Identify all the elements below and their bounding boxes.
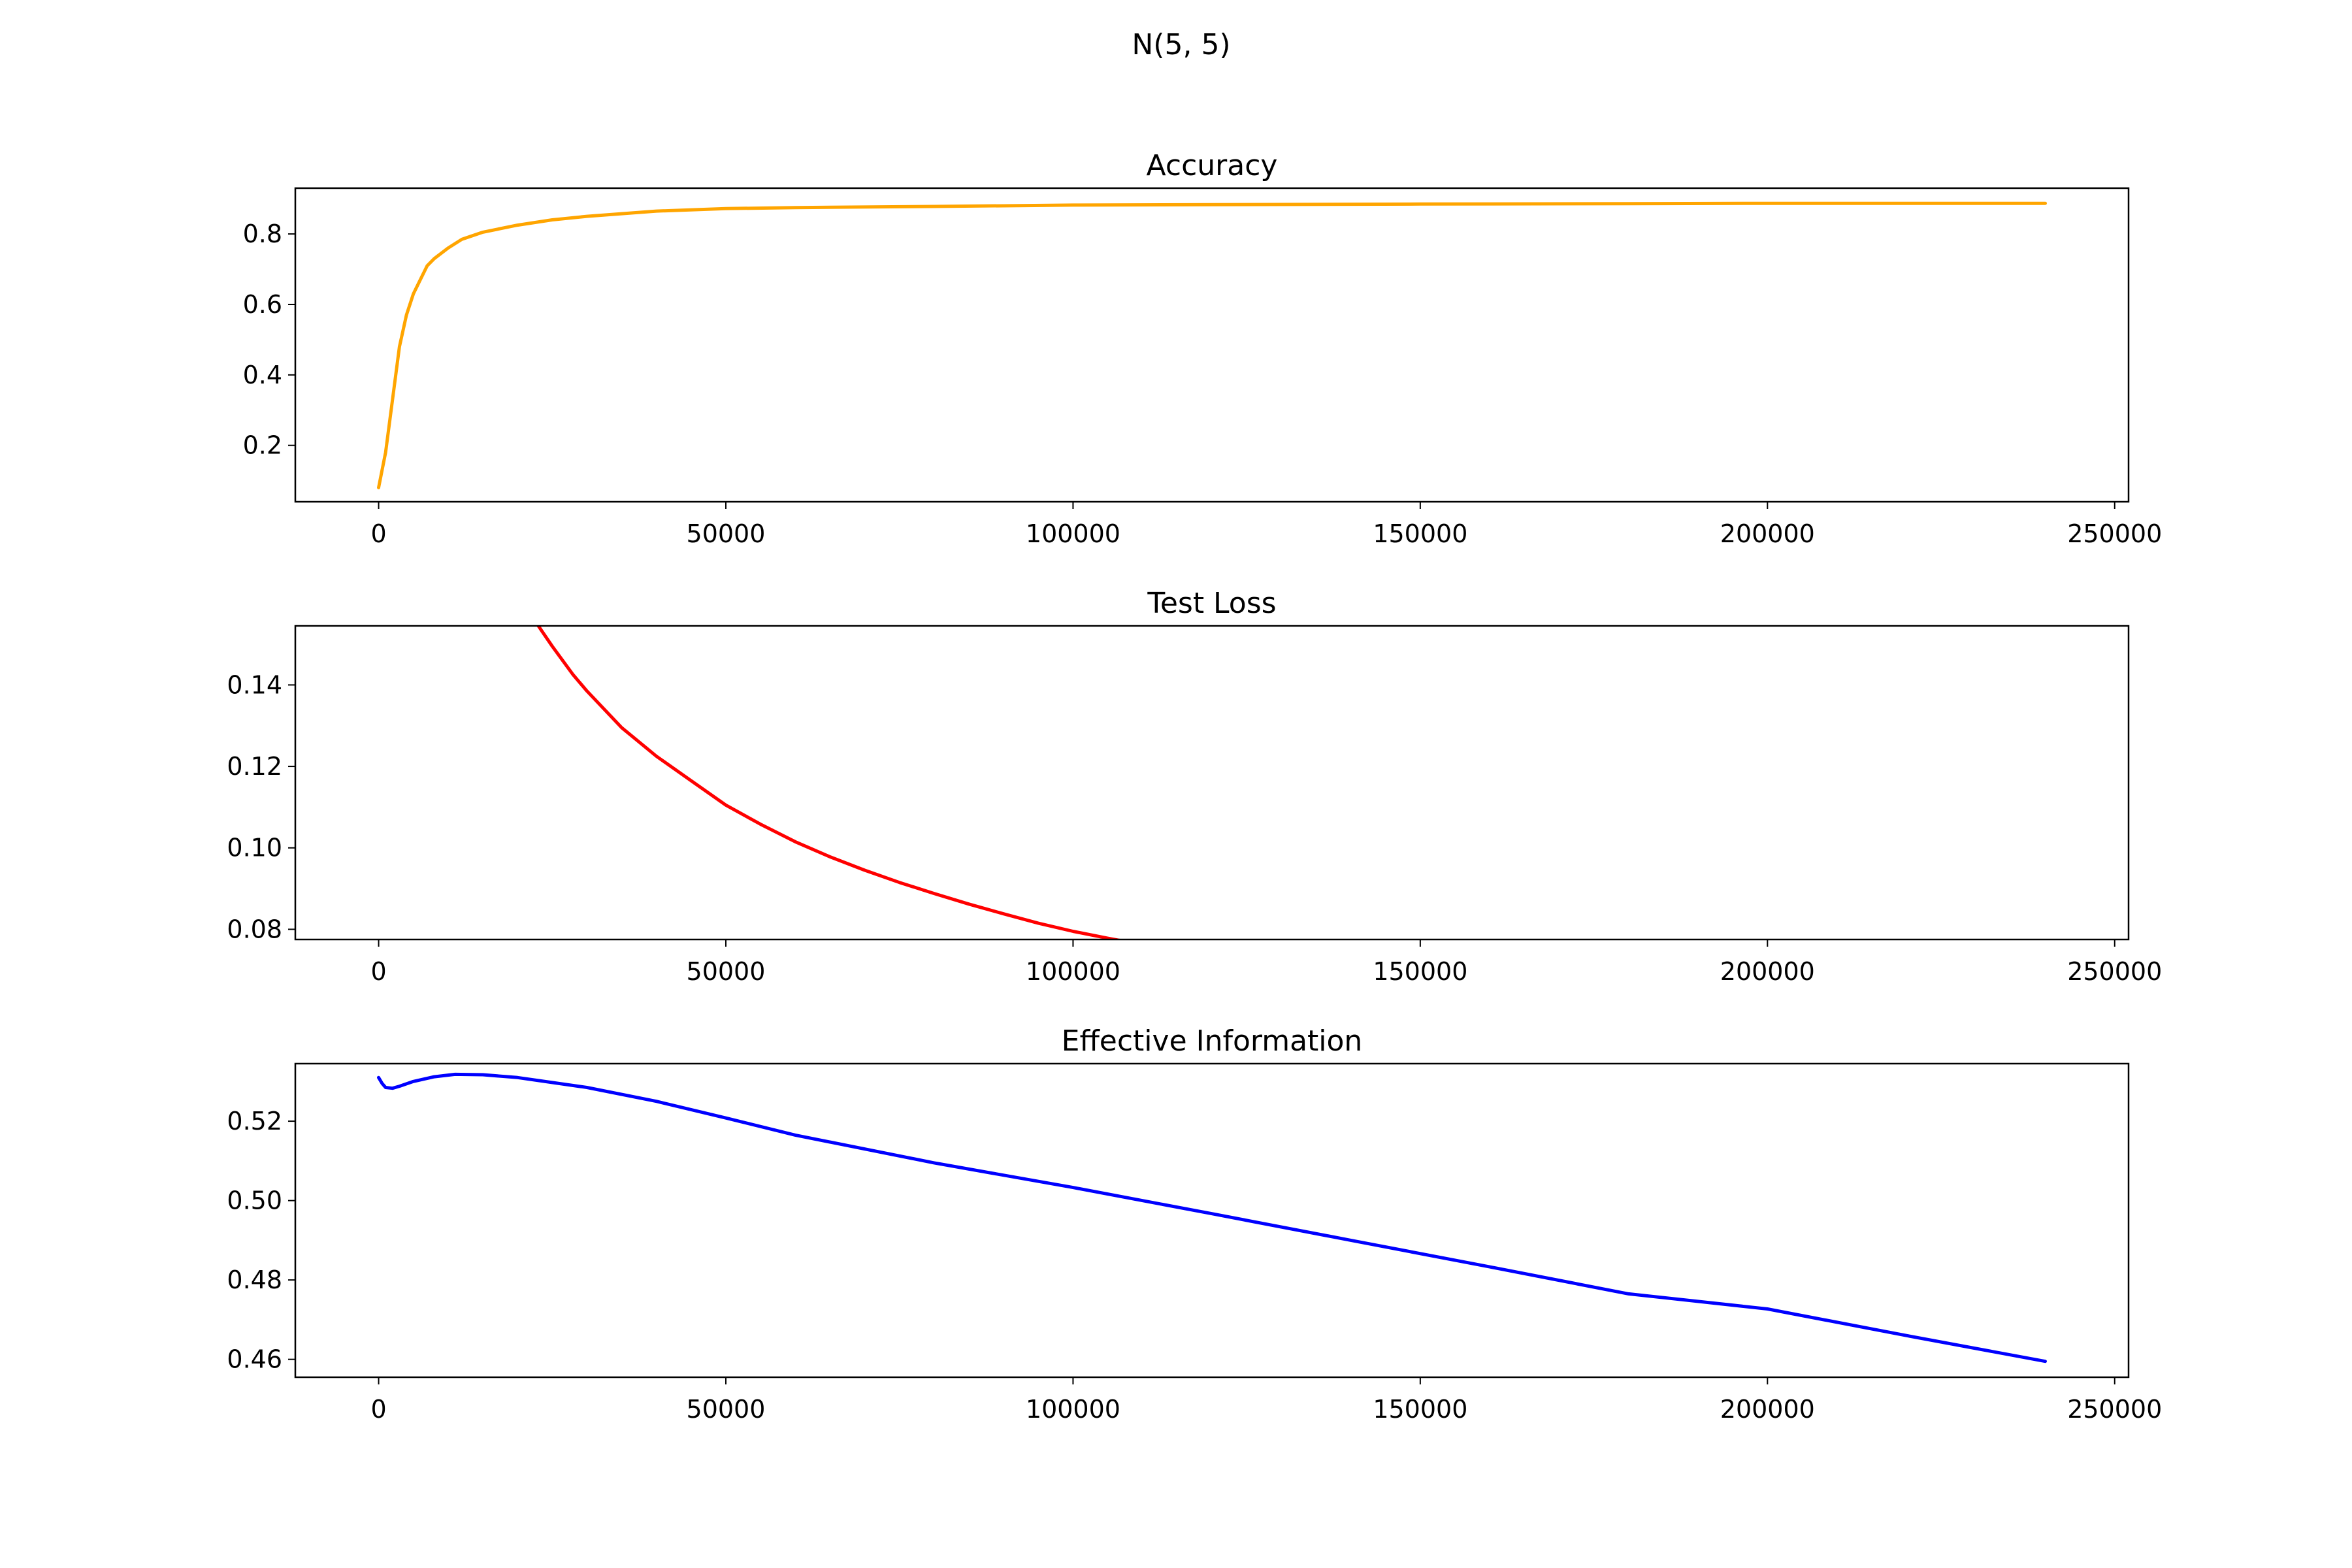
y-tick-label: 0.6	[243, 290, 282, 319]
x-tick-label: 0	[370, 519, 386, 548]
y-tick-label: 0.4	[243, 361, 282, 389]
x-tick-label: 100000	[1026, 519, 1120, 548]
y-tick-label: 0.12	[227, 752, 282, 781]
x-tick-label: 50000	[687, 1395, 766, 1424]
x-tick-label: 0	[370, 957, 386, 986]
y-tick-label: 0.2	[243, 431, 282, 460]
x-tick-label: 150000	[1373, 957, 1467, 986]
y-tick-label: 0.14	[227, 670, 282, 699]
x-tick-label: 100000	[1026, 1395, 1120, 1424]
x-tick-label: 0	[370, 1395, 386, 1424]
x-tick-label: 50000	[687, 957, 766, 986]
x-tick-label: 250000	[2067, 519, 2162, 548]
x-tick-label: 100000	[1026, 957, 1120, 986]
y-tick-label: 0.10	[227, 834, 282, 862]
x-tick-label: 150000	[1373, 519, 1467, 548]
subplot-accuracy: Accuracy 0 50000 100000 150000 200000 250000 0.…	[243, 149, 2163, 548]
y-tick-label: 0.46	[227, 1345, 282, 1374]
series-line-accuracy	[377, 201, 2047, 489]
x-tick-label: 150000	[1373, 1395, 1467, 1424]
series-line-effective-information	[377, 1072, 2047, 1364]
y-tick-label: 0.08	[227, 915, 282, 943]
x-tick-label: 200000	[1720, 519, 1815, 548]
subplot-test-loss: Test Loss 0 50000 100000 150000 200000 250000 0…	[227, 587, 2162, 986]
series-line-test-loss	[536, 626, 1123, 939]
subplot-title-effective-information: Effective Information	[1062, 1024, 1363, 1058]
subplot-panels: Accuracy 0 50000 100000 150000 200000 250000 0.…	[227, 149, 2162, 1424]
x-tick-label: 250000	[2067, 957, 2162, 986]
axes-frame-effective-information	[294, 1062, 2130, 1379]
axes-frame-test-loss	[294, 625, 2130, 941]
y-tick-label: 0.8	[243, 220, 282, 248]
y-tick-label: 0.50	[227, 1186, 282, 1215]
subplot-effective-information: Effective Information 0 50000 100000 150000 2…	[227, 1024, 2162, 1424]
y-tick-label: 0.52	[227, 1107, 282, 1135]
x-tick-label: 200000	[1720, 1395, 1815, 1424]
x-tick-label: 200000	[1720, 957, 1815, 986]
figure-suptitle: N(5, 5)	[1132, 28, 1230, 61]
subplot-title-accuracy: Accuracy	[1147, 149, 1278, 182]
x-tick-label: 50000	[687, 519, 766, 548]
axes-frame-accuracy	[294, 187, 2130, 503]
subplot-title-test-loss: Test Loss	[1147, 587, 1276, 620]
x-tick-label: 250000	[2067, 1395, 2162, 1424]
y-tick-label: 0.48	[227, 1266, 282, 1294]
